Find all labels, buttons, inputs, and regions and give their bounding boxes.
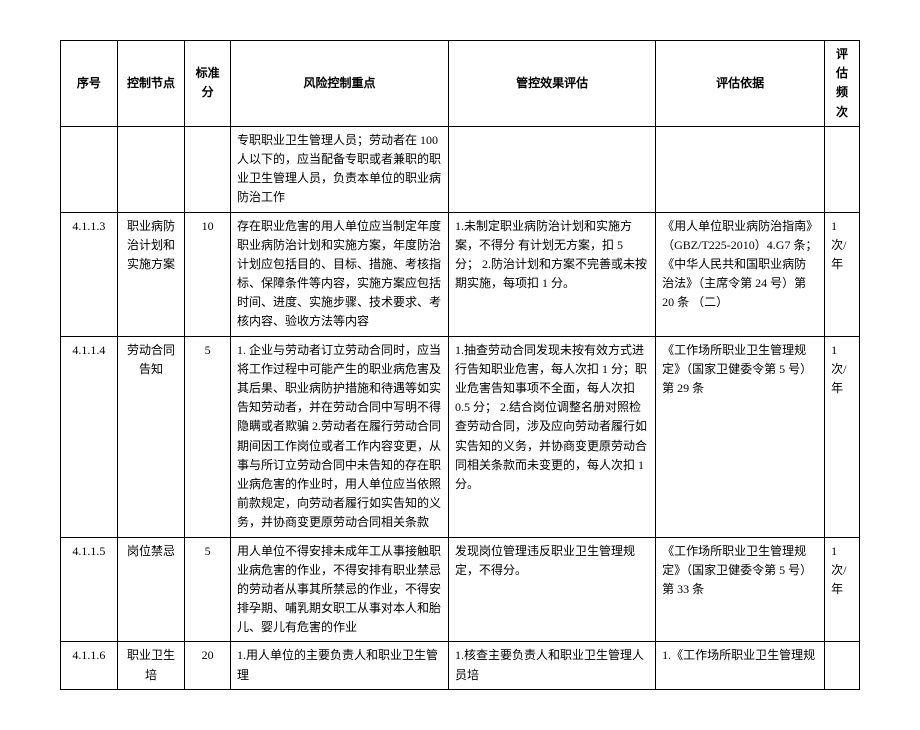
- cell-freq: [825, 642, 860, 689]
- cell-risk: 用人单位不得安排未成年工从事接触职业病危害的作业，不得安排有职业禁忌的劳动者从事…: [231, 537, 449, 642]
- header-eval: 管控效果评估: [449, 41, 656, 127]
- cell-basis: 《用人单位职业病防治指南》（GBZ/T225-2010）4.G7 条；《中华人民…: [656, 212, 825, 336]
- table-row: 4.1.1.4 劳动合同告知 5 1. 企业与劳动者订立劳动合同时，应当将工作过…: [61, 336, 860, 537]
- cell-risk: 存在职业危害的用人单位应当制定年度职业病防治计划和实施方案，年度防治计划应包括目…: [231, 212, 449, 336]
- cell-seq: 4.1.1.4: [61, 336, 118, 537]
- cell-seq: 4.1.1.6: [61, 642, 118, 689]
- cell-eval: 1.未制定职业病防治计划和实施方案，不得分 有计划无方案，扣 5 分； 2.防治…: [449, 212, 656, 336]
- cell-freq: 1 次/年: [825, 336, 860, 537]
- cell-freq: 1 次/年: [825, 537, 860, 642]
- cell-std: 10: [185, 212, 231, 336]
- cell-eval: [449, 126, 656, 212]
- cell-basis: [656, 126, 825, 212]
- cell-node: 职业病防治计划和实施方案: [117, 212, 185, 336]
- cell-freq: 1 次/年: [825, 212, 860, 336]
- cell-basis: 《工作场所职业卫生管理规定》（国家卫健委令第 5 号）第 29 条: [656, 336, 825, 537]
- table-row: 专职职业卫生管理人员；劳动者在 100 人以下的，应当配备专职或者兼职的职业卫生…: [61, 126, 860, 212]
- header-risk: 风险控制重点: [231, 41, 449, 127]
- cell-eval: 发现岗位管理违反职业卫生管理规定，不得分。: [449, 537, 656, 642]
- cell-basis: 《工作场所职业卫生管理规定》（国家卫健委令第 5 号）第 33 条: [656, 537, 825, 642]
- table-row: 4.1.1.5 岗位禁忌 5 用人单位不得安排未成年工从事接触职业病危害的作业，…: [61, 537, 860, 642]
- header-freq: 评估频次: [825, 41, 860, 127]
- cell-seq: 4.1.1.3: [61, 212, 118, 336]
- cell-std: [185, 126, 231, 212]
- cell-std: 20: [185, 642, 231, 689]
- cell-node: 岗位禁忌: [117, 537, 185, 642]
- cell-risk: 1. 企业与劳动者订立劳动合同时，应当将工作过程中可能产生的职业病危害及其后果、…: [231, 336, 449, 537]
- header-std: 标准分: [185, 41, 231, 127]
- cell-node: 职业卫生培: [117, 642, 185, 689]
- cell-eval: 1.抽查劳动合同发现未按有效方式进行告知职业危害，每人次扣 1 分；职业危害告知…: [449, 336, 656, 537]
- cell-basis: 1.《工作场所职业卫生管理规: [656, 642, 825, 689]
- cell-eval: 1.核查主要负责人和职业卫生管理人员培: [449, 642, 656, 689]
- cell-std: 5: [185, 537, 231, 642]
- cell-std: 5: [185, 336, 231, 537]
- cell-risk: 1.用人单位的主要负责人和职业卫生管理: [231, 642, 449, 689]
- cell-risk: 专职职业卫生管理人员；劳动者在 100 人以下的，应当配备专职或者兼职的职业卫生…: [231, 126, 449, 212]
- table-body: 专职职业卫生管理人员；劳动者在 100 人以下的，应当配备专职或者兼职的职业卫生…: [61, 126, 860, 689]
- cell-seq: 4.1.1.5: [61, 537, 118, 642]
- table-row: 4.1.1.3 职业病防治计划和实施方案 10 存在职业危害的用人单位应当制定年…: [61, 212, 860, 336]
- cell-freq: [825, 126, 860, 212]
- table-header-row: 序号 控制节点 标准分 风险控制重点 管控效果评估 评估依据 评估频次: [61, 41, 860, 127]
- cell-node: 劳动合同告知: [117, 336, 185, 537]
- header-node: 控制节点: [117, 41, 185, 127]
- header-basis: 评估依据: [656, 41, 825, 127]
- risk-control-table: 序号 控制节点 标准分 风险控制重点 管控效果评估 评估依据 评估频次 专职职业…: [60, 40, 860, 690]
- table-row: 4.1.1.6 职业卫生培 20 1.用人单位的主要负责人和职业卫生管理 1.核…: [61, 642, 860, 689]
- cell-node: [117, 126, 185, 212]
- header-seq: 序号: [61, 41, 118, 127]
- cell-seq: [61, 126, 118, 212]
